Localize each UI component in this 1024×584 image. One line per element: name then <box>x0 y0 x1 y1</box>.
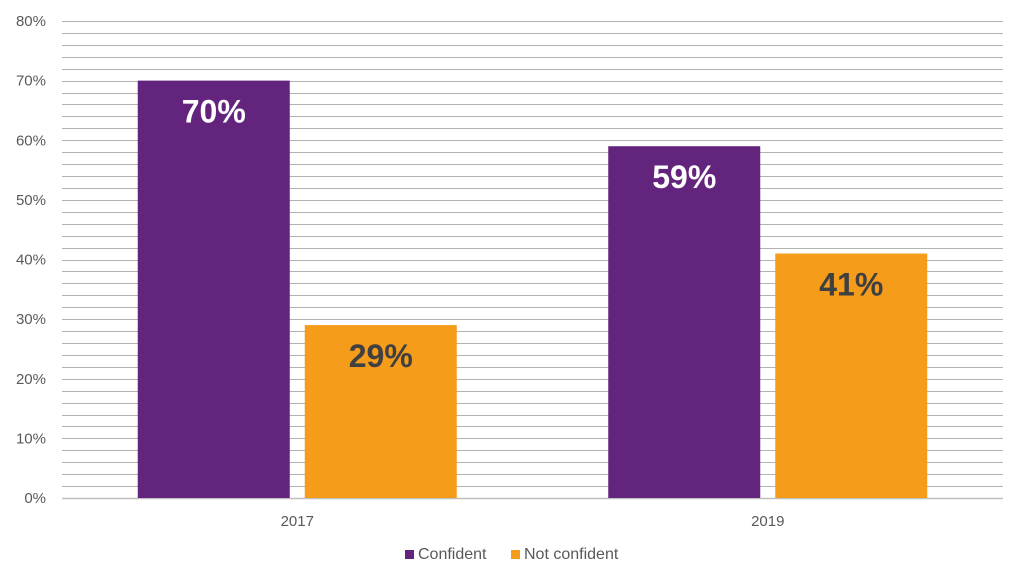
y-tick-label: 20% <box>16 371 46 388</box>
bars: 70% 29% 59% 41% <box>137 80 928 498</box>
data-label: 41% <box>819 267 883 303</box>
bar <box>608 146 761 498</box>
y-tick-label: 10% <box>16 430 46 447</box>
x-tick-label: 2017 <box>281 513 314 530</box>
legend-swatch <box>511 550 520 559</box>
x-tick-label: 2019 <box>751 513 784 530</box>
y-tick-label: 30% <box>16 311 46 328</box>
x-axis: 2017 2019 <box>281 513 785 530</box>
bar <box>304 325 457 498</box>
bar <box>775 253 928 498</box>
legend-swatch <box>405 550 414 559</box>
legend-label: Confident <box>418 546 487 563</box>
y-tick-label: 80% <box>16 13 46 30</box>
data-label: 59% <box>652 159 716 195</box>
legend: Confident Not confident <box>405 546 619 563</box>
y-tick-label: 0% <box>24 490 46 507</box>
y-tick-label: 50% <box>16 192 46 209</box>
y-tick-label: 40% <box>16 252 46 269</box>
data-label: 70% <box>182 94 246 130</box>
legend-label: Not confident <box>524 546 619 563</box>
bar <box>137 80 290 498</box>
y-tick-label: 70% <box>16 73 46 90</box>
y-tick-label: 60% <box>16 132 46 149</box>
data-label: 29% <box>349 338 413 374</box>
y-axis: 0% 10% 20% 30% 40% 50% 60% 70% 80% <box>16 13 46 507</box>
